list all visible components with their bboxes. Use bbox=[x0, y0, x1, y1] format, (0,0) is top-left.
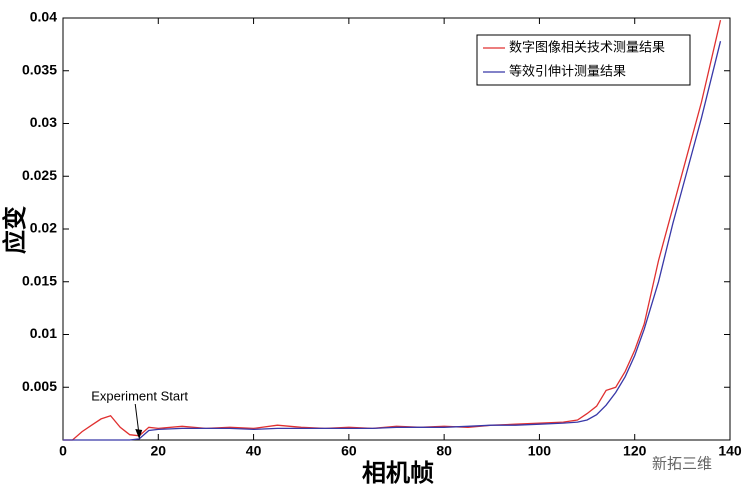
x-tick-label: 0 bbox=[59, 443, 67, 459]
data-line bbox=[63, 19, 722, 441]
x-tick-label: 100 bbox=[528, 443, 552, 459]
x-tick-label: 60 bbox=[341, 443, 357, 459]
y-tick-label: 0.005 bbox=[22, 378, 57, 394]
x-axis-label: 相机帧 bbox=[362, 459, 434, 487]
y-tick-label: 0.02 bbox=[30, 220, 57, 236]
y-tick-label: 0.01 bbox=[30, 325, 57, 341]
watermark: 新拓三维 bbox=[652, 455, 712, 473]
y-axis-label: 应变 bbox=[1, 206, 29, 254]
legend-label: 数字图像相关技术测量结果 bbox=[509, 41, 665, 56]
y-tick-label: 0.035 bbox=[22, 61, 57, 77]
x-tick-label: 40 bbox=[246, 443, 262, 459]
y-tick-label: 0.025 bbox=[22, 167, 57, 183]
annotation-arrowhead bbox=[135, 429, 143, 439]
x-tick-label: 140 bbox=[718, 443, 742, 459]
y-tick-label: 0.04 bbox=[30, 9, 57, 25]
x-tick-label: 120 bbox=[623, 443, 647, 459]
legend-label: 等效引伸计测量结果 bbox=[509, 64, 626, 80]
data-line bbox=[63, 41, 722, 441]
annotation: Experiment Start bbox=[91, 388, 188, 403]
y-tick-label: 0.03 bbox=[30, 114, 57, 130]
legend-box bbox=[476, 34, 691, 86]
x-tick-label: 80 bbox=[436, 443, 452, 459]
y-tick-label: 0.015 bbox=[22, 272, 57, 288]
x-tick-label: 20 bbox=[150, 443, 166, 459]
